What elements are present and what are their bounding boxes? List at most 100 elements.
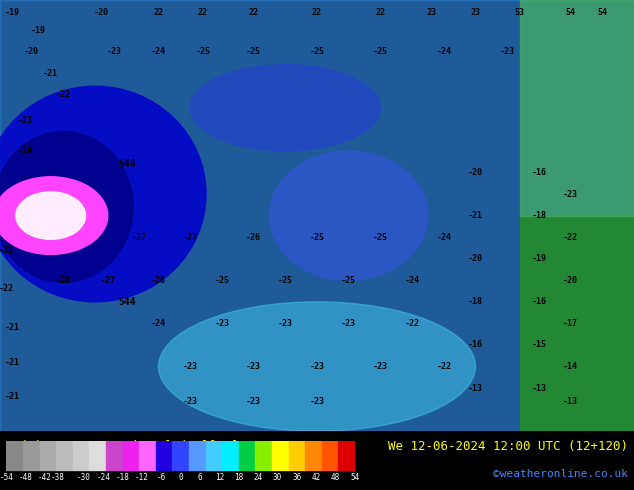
Text: 48: 48: [331, 473, 340, 482]
Text: -22: -22: [436, 362, 451, 371]
Text: Height/Temp. 500 hPa [gdmp][°C] ECMWF: Height/Temp. 500 hPa [gdmp][°C] ECMWF: [6, 440, 284, 453]
Text: -17: -17: [563, 319, 578, 328]
Text: ©weatheronline.co.uk: ©weatheronline.co.uk: [493, 469, 628, 479]
Text: 23: 23: [470, 8, 481, 18]
Text: 24: 24: [254, 473, 263, 482]
Text: 22: 22: [375, 8, 385, 18]
Ellipse shape: [158, 302, 476, 431]
Text: -25: -25: [309, 233, 325, 242]
Bar: [239, 441, 256, 469]
Text: -16: -16: [531, 168, 547, 177]
Text: -42: -42: [38, 473, 52, 482]
Bar: [122, 441, 139, 469]
Text: 544: 544: [118, 297, 136, 307]
Text: -23: -23: [246, 396, 261, 406]
Text: -16: -16: [531, 297, 547, 306]
Bar: [6, 441, 23, 469]
Text: -14: -14: [563, 362, 578, 371]
Text: 42: 42: [312, 473, 321, 482]
Bar: [23, 441, 39, 469]
Text: -24: -24: [151, 47, 166, 56]
Text: -23: -23: [214, 319, 230, 328]
Text: -15: -15: [531, 341, 547, 349]
Bar: [520, 0, 634, 216]
Text: 22: 22: [153, 8, 164, 18]
Text: -23: -23: [373, 362, 388, 371]
Bar: [106, 441, 122, 469]
Text: -20: -20: [468, 254, 483, 263]
Text: 23: 23: [426, 8, 436, 18]
Text: -18: -18: [468, 297, 483, 306]
Text: -22: -22: [0, 284, 14, 294]
Text: 12: 12: [215, 473, 224, 482]
Bar: [89, 441, 106, 469]
Text: -21: -21: [5, 323, 20, 332]
Text: 22: 22: [198, 8, 208, 18]
Text: -21: -21: [5, 392, 20, 401]
Text: -19: -19: [5, 8, 20, 18]
Text: -28: -28: [56, 276, 71, 285]
Text: 544: 544: [118, 159, 136, 169]
Text: -20: -20: [563, 276, 578, 285]
Bar: [172, 441, 189, 469]
Text: 18: 18: [234, 473, 243, 482]
Text: -27: -27: [183, 233, 198, 242]
Text: -18: -18: [531, 211, 547, 220]
Text: -23: -23: [183, 396, 198, 406]
Text: We 12-06-2024 12:00 UTC (12+120): We 12-06-2024 12:00 UTC (12+120): [387, 440, 628, 453]
Text: -54: -54: [0, 473, 13, 482]
Text: -23: -23: [341, 319, 356, 328]
Text: -23: -23: [107, 47, 122, 56]
Bar: [339, 441, 355, 469]
FancyArrow shape: [0, 447, 6, 465]
Text: -25: -25: [195, 47, 210, 56]
Text: 54: 54: [351, 473, 359, 482]
Text: -30: -30: [77, 473, 91, 482]
Ellipse shape: [190, 65, 380, 151]
Text: -21: -21: [5, 358, 20, 367]
Text: -25: -25: [18, 211, 33, 220]
Text: -25: -25: [278, 276, 293, 285]
Text: -23: -23: [309, 362, 325, 371]
Text: -26: -26: [151, 276, 166, 285]
Text: -13: -13: [468, 384, 483, 392]
Text: -20: -20: [468, 168, 483, 177]
Text: -13: -13: [531, 384, 547, 392]
Text: -12: -12: [135, 473, 149, 482]
Text: -23: -23: [18, 116, 33, 125]
Text: -20: -20: [94, 8, 109, 18]
Text: -23: -23: [500, 47, 515, 56]
Bar: [222, 441, 239, 469]
Text: -23: -23: [183, 362, 198, 371]
Text: -19: -19: [531, 254, 547, 263]
Text: -27: -27: [87, 233, 103, 242]
Text: 30: 30: [273, 473, 282, 482]
Text: 22: 22: [249, 8, 259, 18]
Ellipse shape: [0, 86, 206, 302]
Text: -20: -20: [24, 47, 39, 56]
Text: -23: -23: [278, 319, 293, 328]
Text: -18: -18: [115, 473, 129, 482]
Bar: [56, 441, 73, 469]
Text: -23: -23: [246, 362, 261, 371]
Bar: [139, 441, 156, 469]
Text: -25: -25: [246, 47, 261, 56]
Text: -24: -24: [18, 147, 33, 155]
Text: -16: -16: [468, 341, 483, 349]
Text: 54: 54: [566, 8, 576, 18]
Text: -27: -27: [132, 233, 147, 242]
Text: 6: 6: [198, 473, 202, 482]
Text: 54: 54: [597, 8, 607, 18]
Text: 22: 22: [312, 8, 322, 18]
Text: -21: -21: [43, 69, 58, 78]
Bar: [322, 441, 339, 469]
Text: -22: -22: [56, 90, 71, 99]
Text: -22: -22: [563, 233, 578, 242]
Circle shape: [16, 192, 86, 239]
Text: -25: -25: [18, 176, 33, 186]
Bar: [205, 441, 222, 469]
Text: 53: 53: [515, 8, 525, 18]
Text: -25: -25: [214, 276, 230, 285]
Ellipse shape: [269, 151, 428, 280]
Bar: [272, 441, 288, 469]
